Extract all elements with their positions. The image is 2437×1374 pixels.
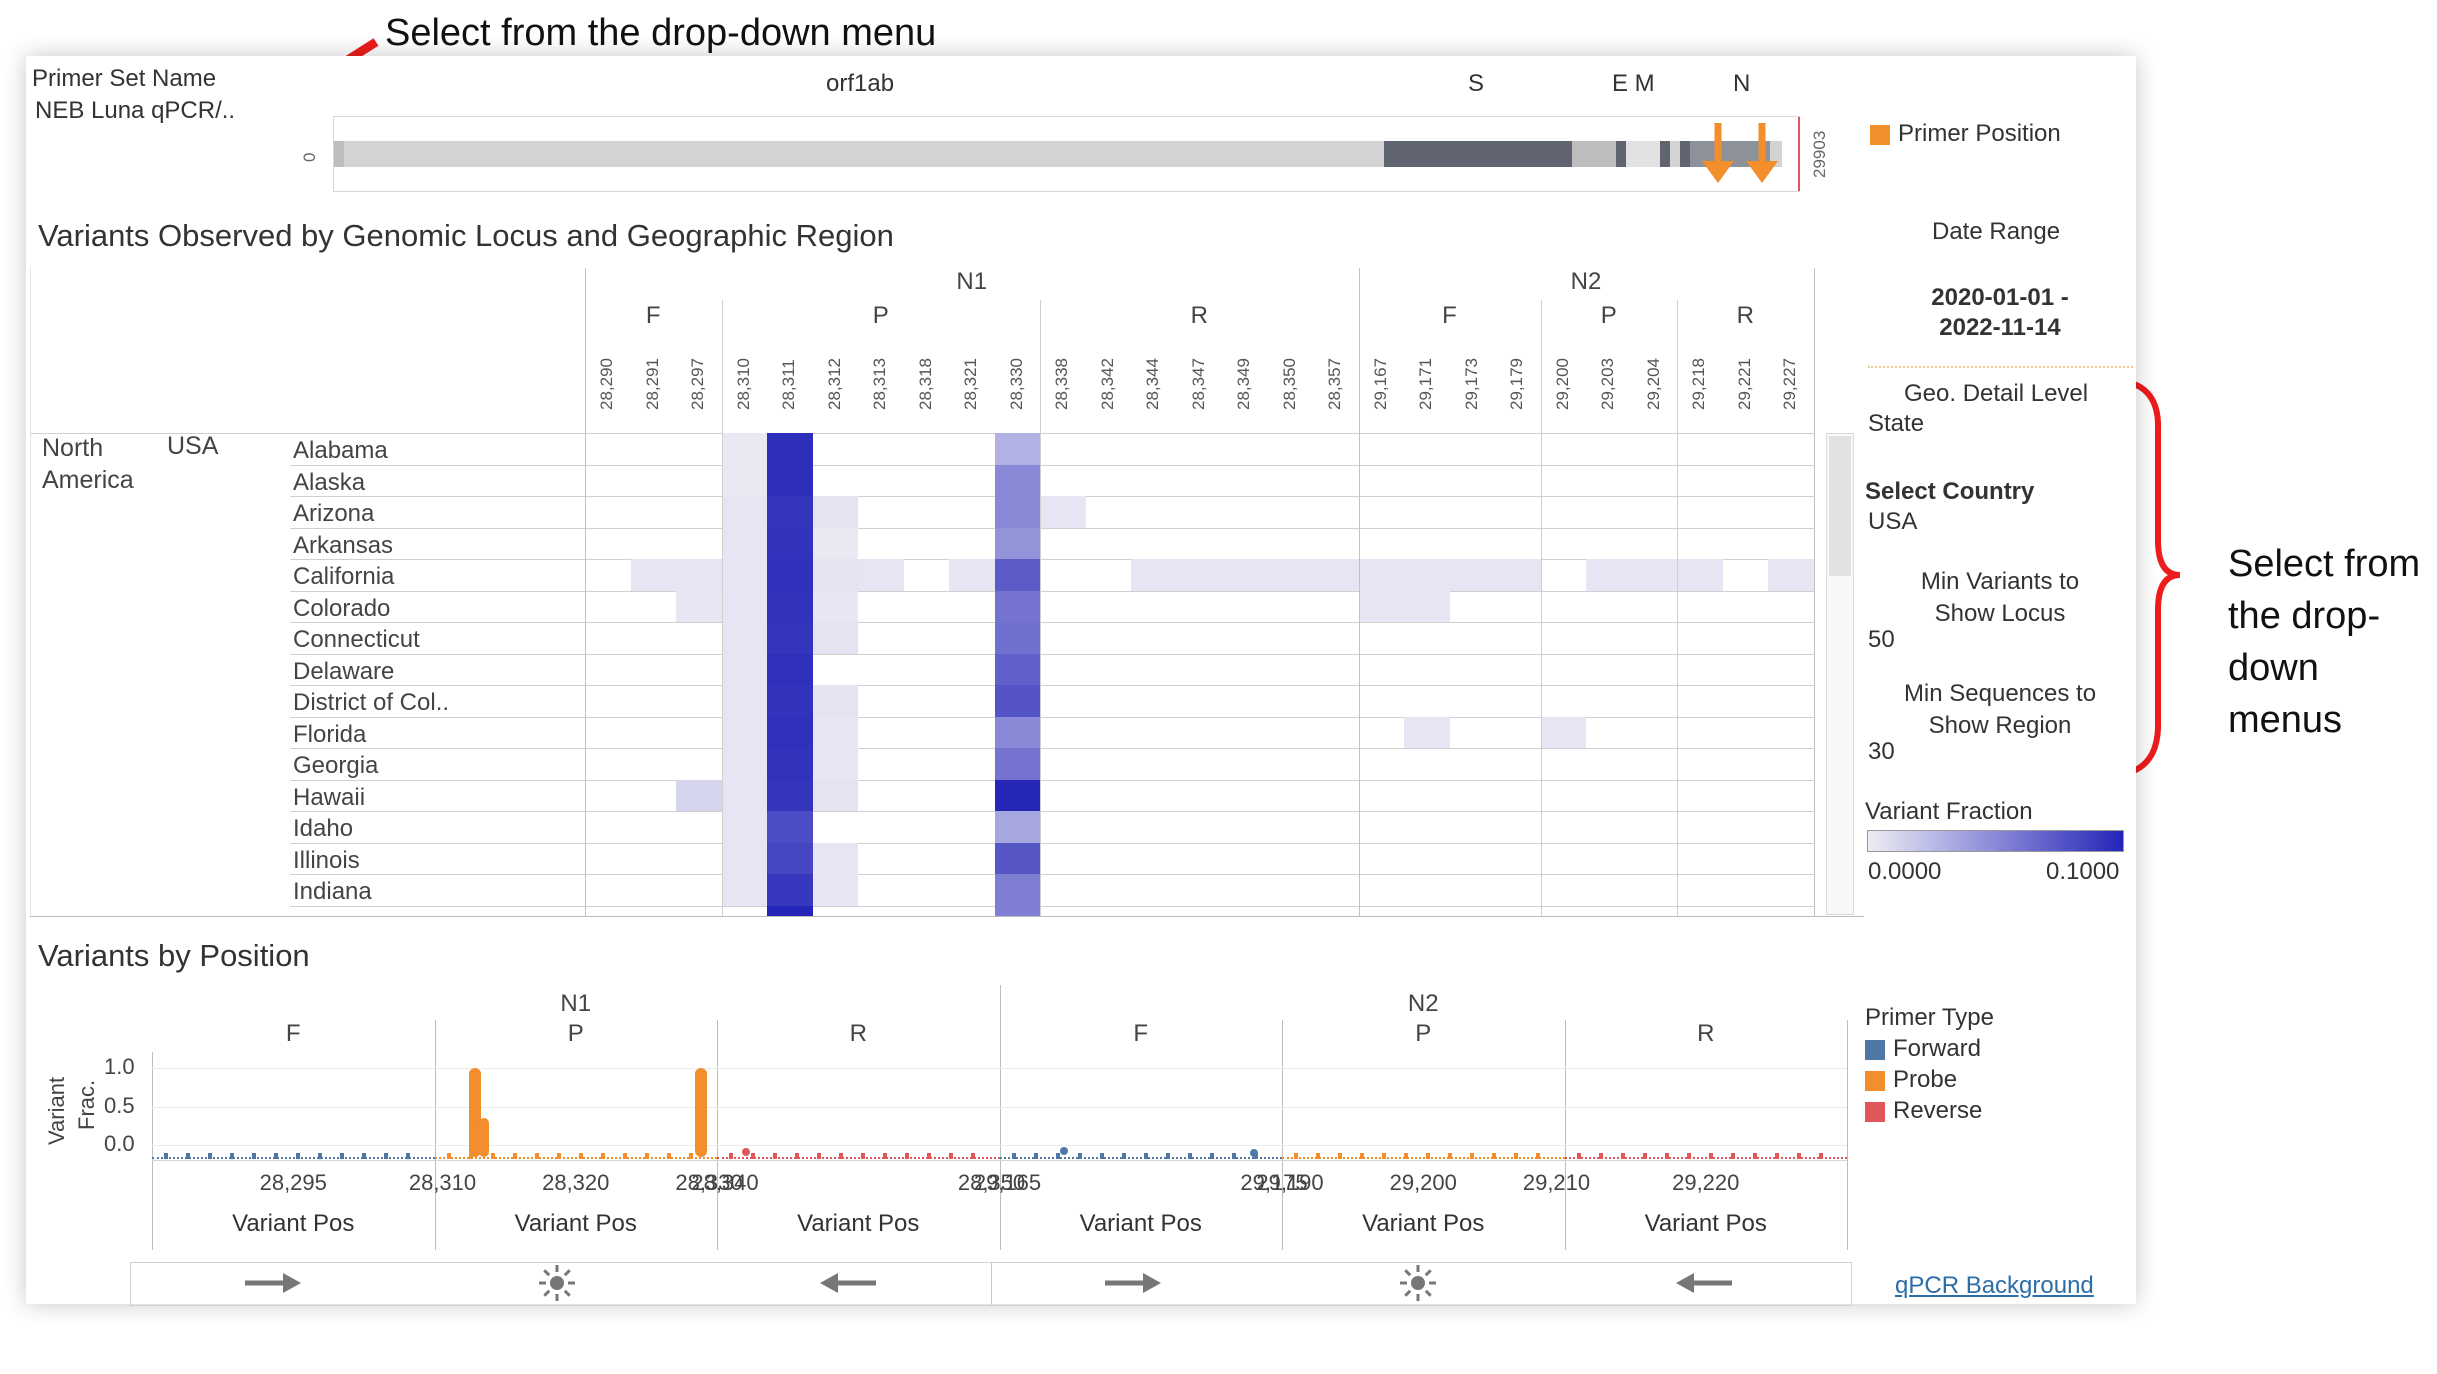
m-gene-segment: [1626, 141, 1660, 167]
orf1ab-segment: [334, 141, 1384, 167]
gene-label-orf1ab: orf1ab: [826, 70, 895, 97]
scrollbar-thumb[interactable]: [1829, 436, 1851, 576]
gene-label-s: S: [1468, 70, 1485, 97]
region-label: North America: [42, 434, 134, 494]
geo-detail-label: Geo. Detail Level: [1904, 380, 2089, 407]
min-variants-label-1: Min Variants to: [1920, 568, 2080, 595]
geo-detail-dropdown[interactable]: State: [1868, 410, 1925, 437]
s-gene-segment: [1384, 141, 1572, 167]
primer-position-label: Primer Position: [1898, 120, 2061, 147]
date-range-value[interactable]: 2020-01-01 - 2022-11-14: [1900, 283, 2100, 343]
annotation-top: Select from the drop-down menu: [385, 12, 937, 54]
sun-icon: [1398, 1263, 1438, 1303]
heatmap-scrollbar[interactable]: [1826, 433, 1854, 915]
select-country-dropdown[interactable]: USA: [1868, 508, 1918, 535]
date-separator: [1868, 366, 2133, 368]
fraction-max-label: 0.1000: [2046, 858, 2120, 885]
heatmap-title: Variants Observed by Genomic Locus and G…: [38, 218, 894, 253]
orf-small-segment-2: [1670, 141, 1680, 167]
primer-type-title: Primer Type: [1865, 1004, 1994, 1031]
annotation-right: Select from the drop- down menus: [2228, 543, 2421, 741]
orf-small-segment: [1660, 141, 1670, 167]
sun-icon: [537, 1263, 577, 1303]
min-variants-label-2: Show Locus: [1934, 600, 2066, 627]
qpcr-background-link[interactable]: qPCR Background: [1895, 1272, 2094, 1299]
annotation-bracket: [2109, 377, 2180, 778]
gene-label-n: N: [1733, 70, 1751, 97]
variant-fraction-label: Variant Fraction: [1865, 798, 2033, 825]
fraction-min-label: 0.0000: [1868, 858, 1942, 885]
primer-arrow-icon: [1702, 123, 1734, 183]
min-variants-dropdown[interactable]: 50: [1868, 626, 1895, 653]
primer-set-dropdown[interactable]: NEB Luna qPCR/..: [35, 97, 236, 124]
reverse-swatch: [1865, 1101, 1885, 1122]
legend-reverse: Reverse: [1865, 1095, 1994, 1126]
date-range-label: Date Range: [1932, 218, 2061, 245]
forward-label: Forward: [1893, 1035, 1982, 1062]
min-sequences-label: Min Sequences to Show Region: [1885, 678, 2115, 742]
orf1ab-start-block: [334, 141, 344, 167]
select-country-label: Select Country: [1865, 478, 2035, 505]
right-arrow-icon: [243, 1268, 303, 1298]
primer-set-label: Primer Set Name: [32, 65, 217, 92]
legend-forward: Forward: [1865, 1033, 1994, 1064]
orf3-segment: [1572, 141, 1616, 167]
dashboard: [26, 56, 2136, 1304]
left-arrow-icon: [1674, 1268, 1734, 1298]
date-range-end: 2022-11-14: [1939, 314, 2061, 341]
genome-end-block: [1770, 141, 1782, 167]
primer-position-swatch: [1870, 124, 1890, 145]
date-range-start: 2020-01-01 -: [1931, 284, 2069, 311]
primer-arrow-icon: [1746, 123, 1778, 183]
reverse-label: Reverse: [1893, 1097, 1983, 1124]
country-label: USA: [167, 432, 219, 460]
min-sequences-label-2: Show Region: [1928, 712, 2072, 739]
genome-end-label: 29903: [1810, 130, 1829, 178]
min-sequences-dropdown[interactable]: 30: [1868, 738, 1895, 765]
strip-divider: [991, 1263, 992, 1305]
genome-start-label: 0: [300, 152, 319, 162]
min-sequences-label-1: Min Sequences to: [1903, 680, 2097, 707]
genome-end-marker: [1798, 117, 1800, 191]
forward-swatch: [1865, 1039, 1885, 1060]
position-chart-title: Variants by Position: [38, 938, 310, 973]
probe-label: Probe: [1893, 1066, 1958, 1093]
legend-probe: Probe: [1865, 1064, 1994, 1095]
variant-fraction-gradient: [1867, 830, 2124, 852]
left-arrow-icon: [818, 1268, 878, 1298]
genome-track: [333, 116, 1800, 192]
orf-small-segment-3: [1680, 141, 1690, 167]
min-variants-label: Min Variants to Show Locus: [1885, 566, 2115, 630]
gene-label-em: E M: [1612, 70, 1655, 97]
primer-type-legend: Primer Type Forward Probe Reverse: [1865, 1002, 1994, 1126]
probe-swatch: [1865, 1070, 1885, 1091]
primer-position-legend: Primer Position: [1870, 120, 2061, 148]
primer-direction-strip: [130, 1262, 1852, 1306]
right-arrow-icon: [1103, 1268, 1163, 1298]
e-gene-segment: [1616, 141, 1626, 167]
